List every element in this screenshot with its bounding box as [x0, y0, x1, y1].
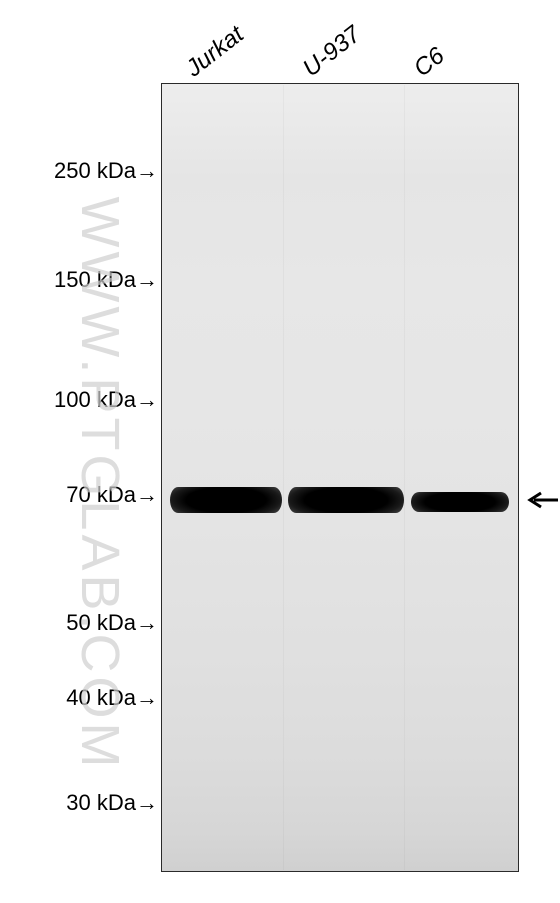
- band-lane-2: [411, 492, 509, 512]
- mw-marker: 70 kDa→: [0, 482, 158, 508]
- mw-marker: 50 kDa→: [0, 610, 158, 636]
- mw-marker: 100 kDa→: [0, 387, 158, 413]
- lane-separator: [283, 85, 284, 870]
- lane-separator: [404, 85, 405, 870]
- mw-marker: 40 kDa→: [0, 685, 158, 711]
- blot-membrane: [161, 83, 519, 872]
- band-indicator-arrow: [525, 490, 559, 515]
- western-blot-figure: Jurkat U-937 C6 250 kDa→ 150 kDa→ 100 kDa→ 70…: [0, 0, 560, 903]
- lane-label-c6: C6: [409, 42, 450, 83]
- band-lane-0: [170, 487, 282, 513]
- mw-marker: 30 kDa→: [0, 790, 158, 816]
- mw-marker: 150 kDa→: [0, 267, 158, 293]
- lane-label-u-937: U-937: [298, 21, 367, 83]
- mw-marker: 250 kDa→: [0, 158, 158, 184]
- arrow-left-icon: [525, 490, 559, 510]
- band-lane-1: [288, 487, 404, 513]
- lane-label-jurkat: Jurkat: [181, 21, 250, 83]
